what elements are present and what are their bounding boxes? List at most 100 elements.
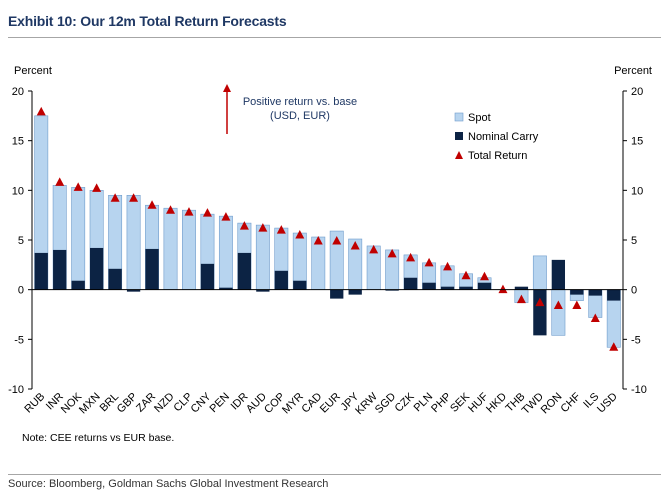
y-axis-label-left: Percent [14, 65, 52, 77]
spot-bar [182, 209, 196, 290]
carry-bar [71, 280, 85, 290]
carry-bar [422, 282, 436, 290]
carry-bar [34, 252, 48, 290]
annotation-text-line-2: (USD, EUR) [270, 110, 330, 122]
total-return-marker [424, 257, 434, 267]
legend-label: Total Return [468, 150, 527, 162]
carry-bar [53, 249, 67, 290]
y-tick-label-right: 5 [631, 235, 637, 247]
carry-bar [551, 259, 566, 290]
total-return-marker [461, 270, 471, 280]
carry-bars [34, 247, 621, 336]
carry-bar [200, 263, 215, 290]
annotation-text-line-1: Positive return vs. base [243, 96, 357, 108]
y-tick-label-left: 0 [18, 285, 24, 297]
total-return-marker [73, 182, 83, 191]
carry-bar [126, 289, 141, 292]
axes: -10 -10 -5 -5 0 0 5 5 10 10 15 15 20 20 [8, 86, 647, 396]
carry-bar [293, 280, 307, 290]
spot-bar [163, 207, 178, 290]
carry-bar [403, 277, 418, 290]
total-return-marker [239, 221, 249, 230]
total-return-marker [110, 193, 120, 202]
total-return-marker [36, 106, 46, 116]
legend: Spot Nominal Carry Total Return [454, 112, 539, 162]
carry-bar [274, 270, 288, 290]
x-tick-label: CZK [393, 390, 418, 415]
title-divider [8, 37, 661, 38]
total-return-markers [36, 106, 619, 351]
spot-bar [311, 236, 326, 290]
carry-bar [219, 287, 233, 290]
y-tick-label-right: 10 [631, 185, 643, 197]
annotation: Positive return vs. base (USD, EUR) [223, 84, 357, 134]
source-divider [8, 474, 661, 475]
carry-bar [89, 247, 104, 290]
spot-bar [255, 224, 270, 290]
legend-label: Nominal Carry [468, 131, 539, 143]
total-return-marker [350, 240, 360, 250]
total-return-marker [609, 342, 619, 351]
y-tick-label-left: 20 [12, 86, 24, 98]
spot-bar [71, 187, 86, 290]
carry-bar [237, 252, 252, 290]
legend-swatch-total-return [455, 151, 463, 159]
total-return-marker [443, 261, 453, 271]
y-tick-label-right: -10 [631, 384, 647, 396]
total-return-marker [147, 200, 157, 209]
y-tick-label-right: 15 [631, 136, 643, 148]
spot-bar [551, 289, 566, 336]
total-return-marker [387, 248, 397, 258]
total-return-marker [516, 294, 526, 304]
x-tick-label: ZAR [134, 391, 158, 415]
total-return-marker [535, 297, 545, 307]
total-return-marker [129, 193, 139, 202]
total-return-marker [406, 252, 416, 262]
y-tick-label-left: -5 [14, 334, 24, 346]
total-return-marker [221, 212, 231, 221]
x-tick-label: NZD [152, 391, 177, 416]
total-return-marker [92, 183, 102, 192]
total-return-marker [332, 235, 342, 245]
x-tick-label: PLN [412, 391, 436, 415]
carry-bar [588, 289, 602, 296]
y-tick-label-right: 20 [631, 86, 643, 98]
total-return-marker [184, 207, 194, 216]
y-tick-label-right: -5 [631, 334, 641, 346]
total-return-marker [295, 230, 305, 239]
legend-label: Spot [468, 112, 491, 124]
carry-bar [256, 289, 270, 292]
total-return-marker [166, 205, 176, 214]
chart: -10 -10 -5 -5 0 0 5 5 10 10 15 15 20 20 RUBINRNOKMXNB… [8, 65, 652, 444]
x-tick-label: CHF [558, 390, 583, 415]
y-tick-label-left: -10 [8, 384, 24, 396]
carry-bar [533, 289, 547, 336]
carry-bar [477, 282, 492, 290]
chart-title: Exhibit 10: Our 12m Total Return Forecas… [8, 13, 287, 29]
x-tick-label: USD [595, 391, 620, 416]
x-tick-label: PEN [208, 391, 233, 416]
total-return-marker [479, 271, 489, 281]
y-tick-label-left: 10 [12, 185, 24, 197]
carry-bar [459, 286, 473, 290]
spot-bar [218, 215, 233, 290]
total-return-marker [553, 300, 563, 310]
x-tick-labels: RUBINRNOKMXNBRLGBPZARNZDCLPCNYPENIDRAUDC… [22, 390, 619, 417]
total-return-marker [258, 223, 268, 232]
total-return-marker [55, 177, 65, 186]
carry-bar [440, 286, 455, 290]
chart-note: Note: CEE returns vs EUR base. [22, 432, 174, 444]
y-tick-label-left: 15 [12, 136, 24, 148]
carry-bar [570, 289, 584, 295]
carry-bar [514, 286, 529, 290]
y-tick-label-left: 5 [18, 235, 24, 247]
carry-bar [145, 248, 159, 290]
spot-bar [126, 195, 141, 290]
carry-bar [330, 289, 344, 299]
y-axis-label-right: Percent [614, 65, 652, 77]
x-tick-label: SEK [448, 390, 473, 415]
total-return-marker [590, 313, 600, 322]
total-return-marker [572, 300, 582, 310]
annotation-arrow-head [223, 84, 231, 92]
total-return-marker [276, 225, 286, 234]
